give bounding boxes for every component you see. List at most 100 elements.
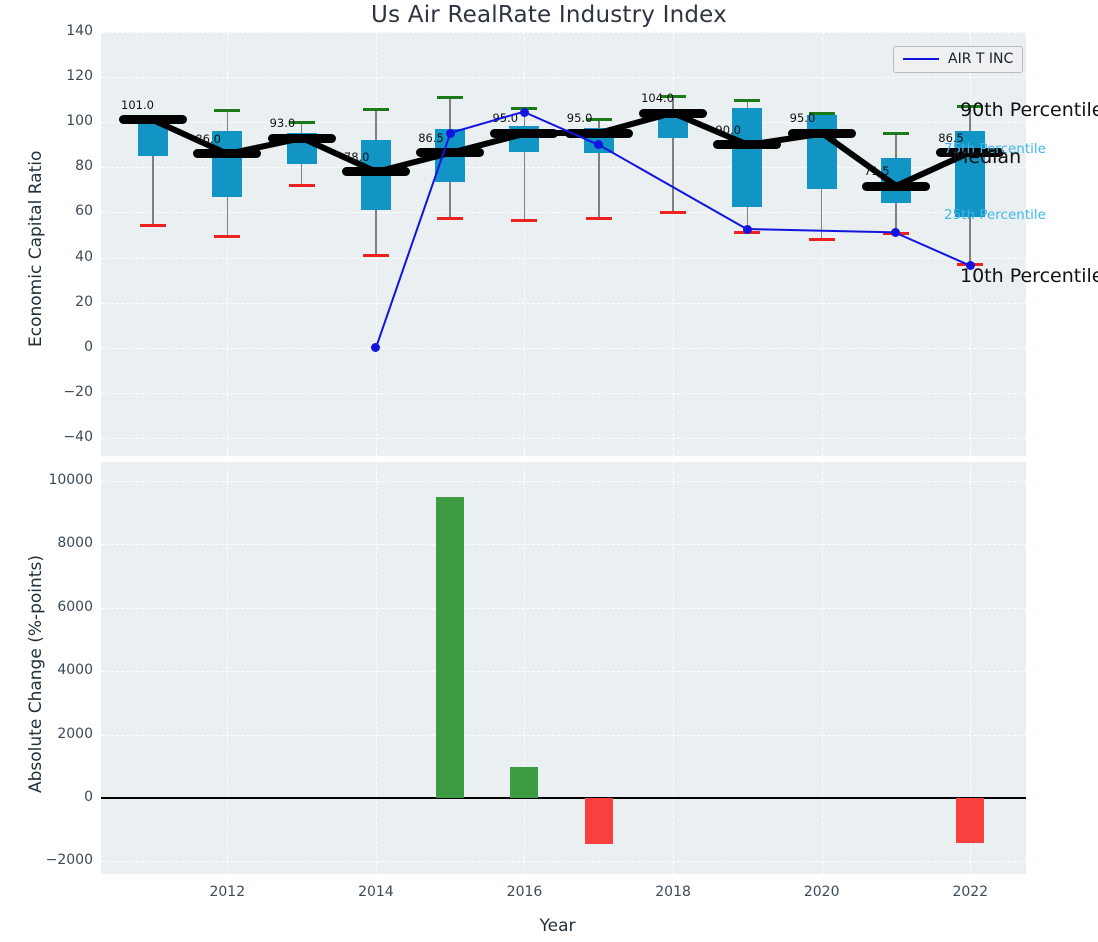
whisker-cap-90th — [957, 104, 984, 108]
gridline-horizontal-top — [101, 32, 1026, 33]
gridline-vertical-bottom — [821, 462, 823, 874]
series-point-air-t-inc — [742, 224, 752, 234]
gridline-horizontal-top — [101, 257, 1026, 259]
whisker-cap-90th — [214, 109, 241, 113]
whisker-cap-10th — [437, 216, 464, 220]
zero-baseline — [101, 796, 1026, 799]
gridline-horizontal-top — [101, 302, 1026, 304]
whisker-cap-10th — [660, 210, 687, 214]
gridline-horizontal-bottom — [101, 544, 1026, 546]
median-marker — [787, 128, 856, 138]
y-axis-label-bottom: Absolute Change (%-points) — [26, 555, 46, 793]
median-value-label: 71.5 — [863, 164, 890, 179]
y-tick-label-bottom: 8000 — [57, 535, 93, 552]
gridline-horizontal-bottom — [101, 861, 1026, 863]
whisker-cap-90th — [362, 108, 389, 112]
y-tick-label-bottom: 2000 — [57, 725, 93, 742]
box-whisker — [152, 116, 154, 226]
y-tick-label-top: 80 — [75, 158, 93, 175]
gridline-horizontal-top — [101, 347, 1026, 349]
median-marker — [861, 181, 930, 191]
gridline-horizontal-bottom — [101, 734, 1026, 736]
y-tick-label-top: 140 — [66, 23, 93, 39]
whisker-cap-10th — [140, 224, 166, 228]
x-axis-label: Year — [539, 916, 576, 936]
y-tick-label-top: 20 — [75, 293, 93, 310]
whisker-cap-10th — [362, 253, 389, 257]
median-marker — [119, 115, 187, 125]
median-value-label: 78.0 — [343, 149, 370, 164]
y-tick-label-bottom: 10000 — [48, 472, 93, 488]
median-value-label: 93.0 — [269, 116, 296, 130]
y-tick-label-bottom: 6000 — [57, 598, 93, 615]
gridline-vertical-bottom — [227, 462, 229, 874]
change-bar-negative — [956, 797, 985, 844]
gridline-horizontal-bottom — [101, 671, 1026, 673]
y-axis-label-top: Economic Capital Ratio — [26, 150, 46, 347]
median-value-label: 101.0 — [121, 97, 154, 112]
gridline-horizontal-top — [101, 122, 1026, 124]
gridline-vertical-bottom — [524, 462, 526, 874]
y-tick-label-top: −40 — [63, 428, 93, 445]
y-tick-label-top: −20 — [63, 383, 93, 400]
gridline-horizontal-top — [101, 212, 1026, 214]
gridline-vertical-top — [673, 32, 675, 456]
box-iqr — [806, 115, 837, 189]
box-iqr — [955, 131, 986, 217]
median-marker — [416, 148, 485, 158]
median-marker — [193, 149, 262, 159]
y-tick-label-top: 0 — [84, 338, 93, 355]
median-value-label: 86.5 — [938, 130, 964, 145]
whisker-cap-90th — [734, 99, 761, 103]
whisker-cap-10th — [808, 237, 835, 241]
whisker-cap-10th — [214, 234, 241, 238]
x-tick-label: 2012 — [209, 884, 246, 900]
whisker-cap-90th — [808, 111, 835, 115]
y-tick-label-top: 60 — [75, 203, 93, 220]
median-value-label: 90.0 — [715, 122, 741, 137]
gridline-vertical-bottom — [673, 462, 675, 874]
change-bar-negative — [584, 797, 613, 844]
median-value-label: 95.0 — [566, 111, 593, 126]
median-marker — [639, 108, 708, 118]
median-value-label: 104.0 — [641, 91, 675, 106]
gridline-vertical-bottom — [375, 462, 377, 874]
gridline-horizontal-top — [101, 167, 1026, 169]
median-value-label: 86.0 — [195, 131, 221, 146]
gridline-vertical-bottom — [970, 462, 972, 874]
median-marker — [267, 133, 336, 143]
series-point-air-t-inc — [594, 140, 604, 150]
y-tick-label-top: 100 — [66, 113, 93, 130]
y-tick-label-bottom: 0 — [84, 788, 93, 805]
median-marker — [936, 148, 1005, 158]
box-iqr — [732, 107, 763, 207]
box-whisker — [523, 108, 526, 221]
box-whisker — [597, 119, 600, 219]
gridline-horizontal-top — [101, 437, 1026, 439]
whisker-cap-10th — [511, 218, 538, 222]
median-marker — [490, 128, 559, 138]
chart-title: Us Air RealRate Industry Index — [371, 2, 727, 28]
annotation-median: Median — [952, 146, 1022, 168]
annotation-10th-percentile: 10th Percentile — [960, 265, 1098, 287]
x-tick-label: 2014 — [358, 884, 394, 900]
median-connector — [524, 130, 599, 137]
x-tick-label: 2020 — [803, 884, 840, 900]
series-point-air-t-inc — [965, 260, 975, 270]
series-point-air-t-inc — [891, 228, 901, 238]
gridline-horizontal-top — [101, 392, 1026, 394]
x-tick-label: 2022 — [952, 884, 989, 900]
median-marker — [713, 140, 782, 150]
gridline-horizontal-bottom — [101, 481, 1026, 482]
median-marker — [564, 128, 633, 138]
legend-label-air-t-inc: AIR T INC — [948, 51, 1014, 67]
legend[interactable]: AIR T INC — [893, 46, 1024, 73]
change-bar-positive — [436, 497, 465, 798]
median-value-label: 86.5 — [418, 130, 444, 145]
bottom-panel-plot-area — [101, 462, 1026, 874]
gridline-vertical-top — [227, 32, 229, 456]
y-tick-label-bottom: −2000 — [45, 852, 93, 869]
gridline-horizontal-bottom — [101, 607, 1026, 609]
whisker-cap-90th — [882, 131, 909, 135]
